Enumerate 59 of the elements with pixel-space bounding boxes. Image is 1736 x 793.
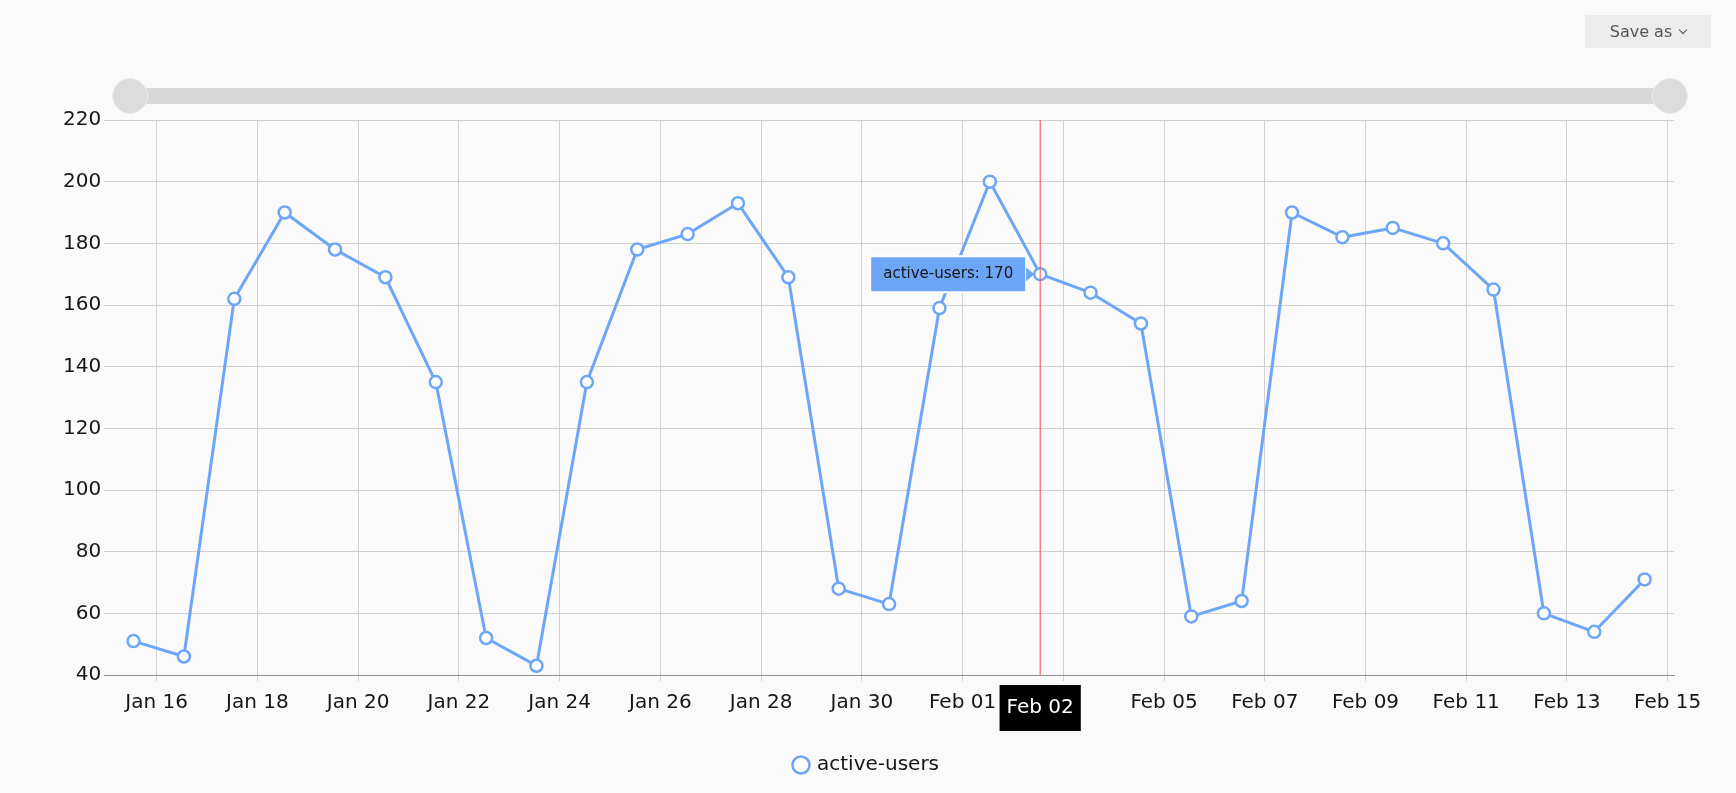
point	[1133, 316, 1149, 331]
x-tick-label: Feb 09	[1331, 689, 1400, 714]
x-tick-label: Jan 20	[324, 689, 390, 714]
y-tick-label: 120	[62, 414, 102, 439]
y-tick-label: 100	[62, 476, 102, 501]
point	[730, 196, 746, 211]
point	[378, 270, 393, 285]
point	[428, 374, 444, 390]
point	[831, 581, 846, 596]
point	[982, 174, 998, 189]
point	[1083, 285, 1098, 300]
x-tick-label: Jan 22	[425, 689, 491, 714]
y-tick-label: 180	[62, 229, 102, 254]
point	[1184, 609, 1199, 624]
point	[227, 291, 242, 307]
x-tick-label: Feb 01	[928, 689, 997, 714]
point	[1435, 236, 1451, 251]
point	[478, 630, 494, 646]
text: Save as	[1585, 15, 1711, 48]
ref-line-label: Feb 02	[1006, 694, 1074, 719]
point	[1385, 220, 1401, 236]
y-tick-label: 80	[75, 537, 102, 562]
point	[1536, 606, 1552, 621]
point	[881, 596, 897, 612]
y-tick-label: 60	[75, 599, 102, 624]
x-tick-label: Jan 30	[828, 689, 894, 714]
point	[1587, 624, 1602, 640]
point	[1486, 282, 1501, 297]
point	[176, 649, 192, 664]
x-tick-label: Feb 05	[1130, 689, 1198, 714]
point	[579, 374, 595, 390]
x-tick-label: Jan 28	[727, 689, 793, 714]
legend-label: active-users	[816, 751, 940, 776]
x-tick-label: Jan 26	[627, 689, 692, 714]
x-tick-label: Feb 15	[1634, 689, 1702, 714]
y-tick-label: 140	[62, 352, 102, 377]
y-tick-label: 40	[75, 661, 102, 686]
y-tick-label: 200	[62, 167, 102, 192]
point	[327, 242, 343, 257]
point	[529, 658, 544, 673]
point	[1234, 593, 1249, 609]
point	[277, 205, 292, 220]
x-tick-label: Jan 18	[224, 689, 289, 714]
y-tick-label: 220	[62, 106, 102, 131]
point	[629, 242, 645, 257]
point	[126, 633, 141, 649]
x-tick-label: Jan 16	[123, 689, 188, 714]
x-tick-label: Feb 07	[1231, 689, 1299, 714]
point	[1637, 572, 1652, 587]
y-tick-label: 160	[62, 291, 102, 316]
point	[1284, 205, 1300, 220]
point	[781, 270, 796, 285]
annotation: active-users: 170	[883, 264, 1014, 283]
x-tick-label: Feb 11	[1432, 689, 1500, 714]
point	[932, 300, 947, 316]
x-tick-label: Feb 13	[1533, 689, 1601, 714]
point	[1335, 229, 1350, 245]
point	[680, 226, 695, 242]
x-tick-label: Jan 24	[526, 689, 591, 714]
